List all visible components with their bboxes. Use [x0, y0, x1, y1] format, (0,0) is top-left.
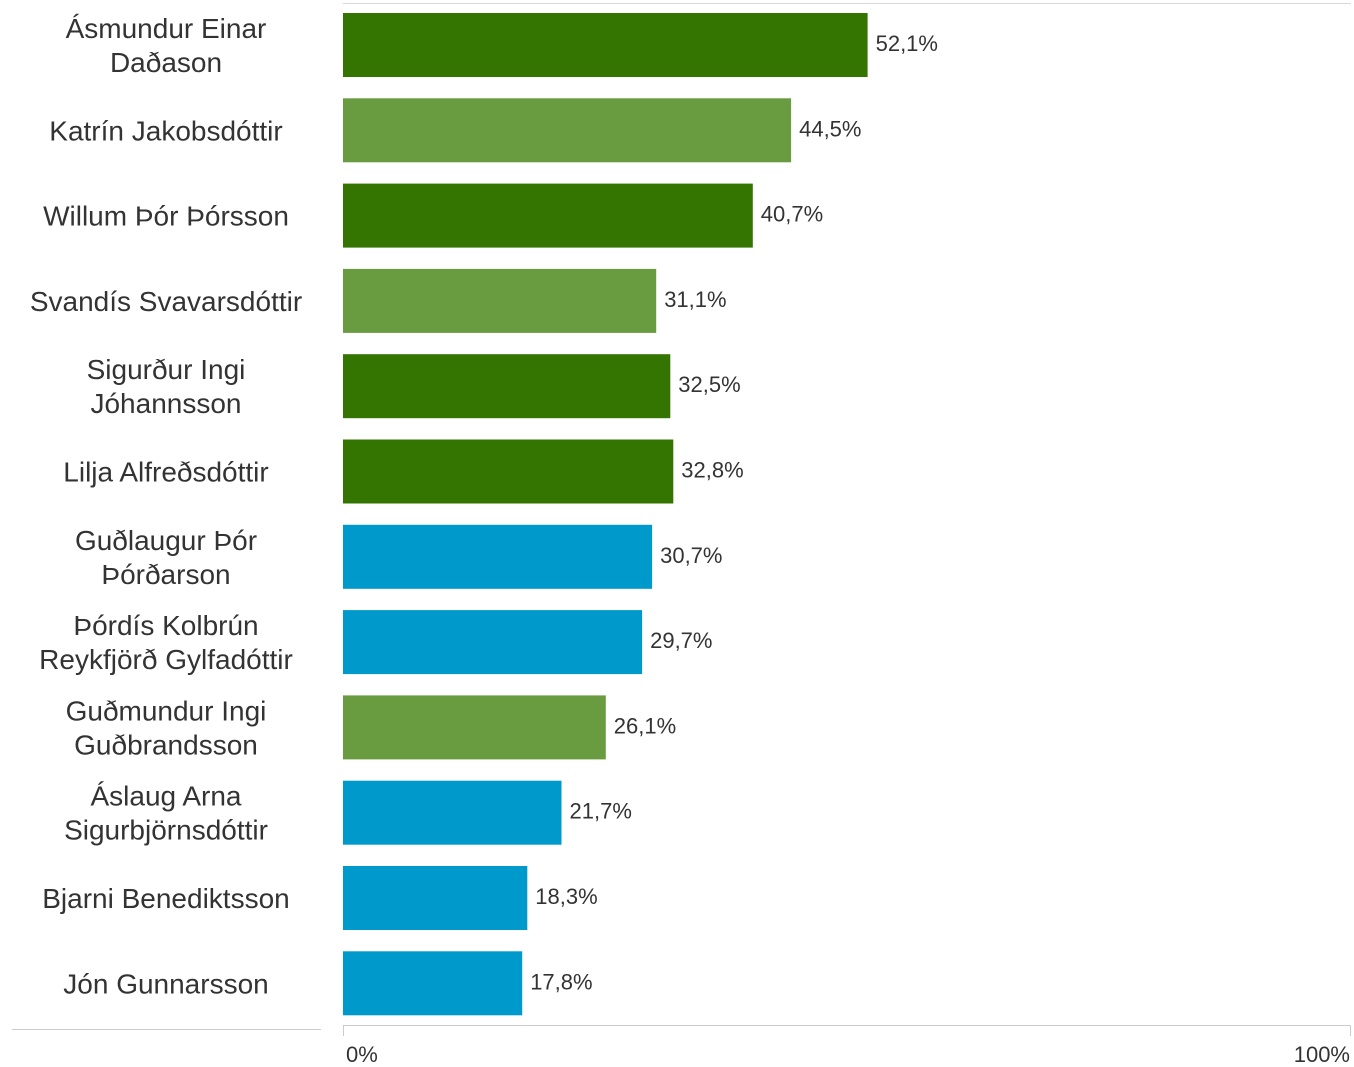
- category-label: Bjarni Benediktsson: [42, 883, 289, 914]
- bar: [343, 13, 868, 77]
- bar-value-label: 30,7%: [660, 543, 722, 568]
- category-label: Lilja Alfreðsdóttir: [63, 457, 268, 488]
- bar: [343, 354, 671, 419]
- bar-value-label: 26,1%: [614, 713, 676, 738]
- category-label: Sigurður Ingi: [87, 354, 246, 385]
- category-label: Daðason: [110, 47, 222, 78]
- bar-value-label: 21,7%: [570, 799, 632, 824]
- bar-value-label: 32,8%: [681, 458, 743, 483]
- category-label: Jón Gunnarsson: [63, 968, 268, 999]
- bar: [343, 780, 562, 845]
- bar: [343, 951, 523, 1016]
- bar: [343, 695, 606, 760]
- category-label: Guðbrandsson: [74, 729, 258, 760]
- category-label: Þórdís Kolbrún: [73, 610, 258, 641]
- category-label: Reykfjörð Gylfadóttir: [39, 644, 293, 675]
- category-label: Svandís Svavarsdóttir: [30, 286, 302, 317]
- category-label: Katrín Jakobsdóttir: [49, 115, 282, 146]
- category-label: Willum Þór Þórsson: [43, 201, 289, 232]
- bar-value-label: 18,3%: [535, 884, 597, 909]
- category-label: Sigurbjörnsdóttir: [64, 815, 268, 846]
- bar-value-label: 40,7%: [761, 202, 823, 227]
- category-label: Áslaug Arna: [91, 781, 242, 812]
- bar: [343, 183, 753, 248]
- bar: [343, 98, 792, 163]
- bar-value-label: 32,5%: [678, 372, 740, 397]
- bar-value-label: 44,5%: [799, 116, 861, 141]
- bar-value-label: 31,1%: [664, 287, 726, 312]
- category-label: Ásmundur Einar: [66, 13, 267, 44]
- bar: [343, 268, 657, 333]
- bar-value-label: 52,1%: [876, 31, 938, 56]
- bar: [343, 439, 674, 504]
- category-label: Guðmundur Ingi: [66, 695, 267, 726]
- bar-value-label: 17,8%: [530, 969, 592, 994]
- bar: [343, 866, 528, 930]
- category-label: Jóhannsson: [90, 388, 241, 419]
- x-tick-label-0: 0%: [346, 1042, 378, 1067]
- category-label: Guðlaugur Þór: [75, 525, 257, 556]
- x-tick-label-100: 100%: [1294, 1042, 1350, 1067]
- bar-value-label: 29,7%: [650, 628, 712, 653]
- category-label: Þórðarson: [101, 559, 230, 590]
- bar: [343, 610, 643, 675]
- bar: [343, 524, 653, 589]
